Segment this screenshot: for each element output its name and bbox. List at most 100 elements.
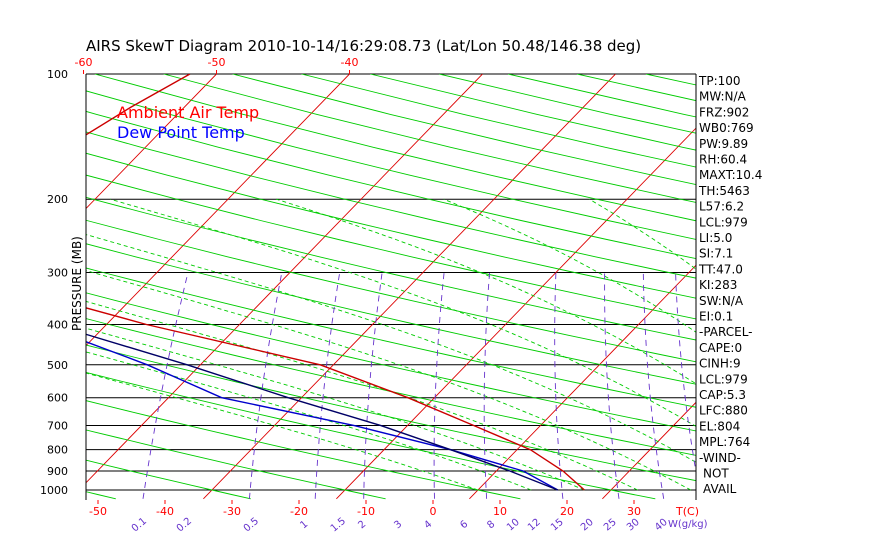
moist-adiabat-20 xyxy=(86,234,696,463)
index-tt: TT:47.0 xyxy=(698,262,743,276)
mixing-ratio-label-0-5: 0.5 xyxy=(242,516,261,535)
moist-adiabat-8 xyxy=(86,327,585,491)
dry-adiabat-100 xyxy=(86,152,696,299)
index-wb0: WB0:769 xyxy=(699,121,754,135)
mixing-ratio-line-2 xyxy=(363,272,383,499)
mixing-ratio-label-1: 1 xyxy=(298,519,310,532)
y-axis-label: PRESSURE (MB) xyxy=(70,236,84,331)
dry-adiabat-70 xyxy=(86,219,696,363)
isotherm--50 xyxy=(86,74,217,210)
pressure-ticks: 100 200 300 400 500 600 700 800 900 1000 xyxy=(40,68,68,497)
index-th: TH:5463 xyxy=(698,184,750,198)
mixing-ratio-label-0-2: 0.2 xyxy=(175,516,194,535)
dry-adiabat-160 xyxy=(232,74,696,186)
mixing-ratio-line-8 xyxy=(604,272,620,499)
mixing-ratio-line-10 xyxy=(642,272,665,499)
mixing-ratio-label-2: 2 xyxy=(356,519,368,532)
mixing-ratio-unit: W(g/kg) xyxy=(668,519,708,530)
bottom-tick-label-20: 20 xyxy=(560,505,574,518)
mixing-ratio-line-30 xyxy=(846,273,870,499)
mixing-ratio-label-20: 20 xyxy=(579,517,596,534)
dry-adiabat-120 xyxy=(86,110,696,260)
dry-adiabats xyxy=(86,74,696,500)
dry-adiabat--10 xyxy=(86,429,386,500)
mixing-ratio-label-10: 10 xyxy=(505,517,522,534)
index-ei: EI:0.1 xyxy=(699,310,733,324)
isotherm--30 xyxy=(86,74,483,484)
mixing-ratio-label-8: 8 xyxy=(485,519,497,532)
dry-adiabat-170 xyxy=(301,74,696,168)
mixing-ratio-line-3 xyxy=(433,272,445,499)
bottom-temperature-ticks: -50 -40 -30 -20 -10 0 10 20 30 xyxy=(89,500,641,518)
mixing-ratio-label-0-1: 0.1 xyxy=(130,516,149,535)
dry-adiabat-20 xyxy=(86,344,696,482)
bottom-tick-label-30: 30 xyxy=(627,505,641,518)
bottom-tick-label--50: -50 xyxy=(89,505,107,518)
mixing-ratio-label-12: 12 xyxy=(526,517,543,534)
mixing-ratio-line-6 xyxy=(554,272,564,499)
pressure-tick-800: 800 xyxy=(47,444,68,457)
dry-adiabat--30 xyxy=(86,491,116,500)
mixing-ratio-line-20 xyxy=(769,273,809,499)
chart-title: AIRS SkewT Diagram 2010-10-14/16:29:08.7… xyxy=(86,37,641,55)
bottom-tick-label-10: 10 xyxy=(493,505,507,518)
index-tp: TP:100 xyxy=(698,74,741,88)
index-pw: PW:9.89 xyxy=(699,137,748,151)
pressure-tick-400: 400 xyxy=(47,318,68,331)
index-parcel-lcl: LCL:979 xyxy=(699,372,748,386)
isotherm--40 xyxy=(86,74,350,347)
pressure-tick-900: 900 xyxy=(47,465,68,478)
dry-adiabat-150 xyxy=(163,74,696,203)
index-mpl: MPL:764 xyxy=(699,435,750,449)
moist-adiabat-0 xyxy=(86,372,479,491)
dry-adiabat-90 xyxy=(86,174,696,320)
mixing-ratio-labels: 0.1 0.2 0.5 1 1.5 2 3 4 6 8 10 12 15 20 25 30 40W(g/kg) xyxy=(130,516,708,535)
indices-panel: TP:100 MW:N/A FRZ:902 WB0:769 PW:9.89 RH… xyxy=(698,74,762,496)
pressure-tick-100: 100 xyxy=(47,68,68,81)
series-ambient-air-temp xyxy=(86,74,585,491)
mixing-ratio-label-15: 15 xyxy=(549,517,566,534)
mixing-ratio-label-25: 25 xyxy=(602,517,619,534)
bottom-tick-label--30: -30 xyxy=(223,505,241,518)
pressure-tick-500: 500 xyxy=(47,359,68,372)
legend-dew-point-temp: Dew Point Temp xyxy=(117,123,245,142)
index-sw: SW:N/A xyxy=(699,294,744,308)
dry-adiabat-10 xyxy=(86,371,656,500)
index-cape: CAPE:0 xyxy=(699,341,742,355)
mixing-ratio-label-3: 3 xyxy=(392,519,404,532)
moist-adiabat-24 xyxy=(110,198,696,427)
mixing-ratio-line-4 xyxy=(483,272,491,499)
mixing-ratio-label-1-5: 1.5 xyxy=(329,516,348,535)
dry-adiabat-220 xyxy=(645,74,696,86)
bottom-tick-label--20: -20 xyxy=(290,505,308,518)
moist-adiabat-16 xyxy=(86,270,692,491)
top-tick-label--60: -60 xyxy=(75,56,93,69)
dry-adiabat-190 xyxy=(439,74,696,134)
index-lcl: LCL:979 xyxy=(699,215,748,229)
index-ki: KI:283 xyxy=(699,278,737,292)
top-tick-label--50: -50 xyxy=(208,56,226,69)
mixing-ratio-line-1 xyxy=(248,272,283,499)
dry-adiabat-60 xyxy=(86,243,696,385)
index-l57: L57:6.2 xyxy=(699,200,744,214)
index-frz: FRZ:902 xyxy=(699,105,749,119)
bottom-tick-label--10: -10 xyxy=(357,505,375,518)
pressure-tick-200: 200 xyxy=(47,193,68,206)
mixing-ratio-line-12 xyxy=(675,272,696,475)
mixing-ratio-label-4: 4 xyxy=(422,519,434,532)
profile-series xyxy=(86,74,585,491)
mixing-ratio-label-6: 6 xyxy=(458,519,470,532)
top-temperature-ticks: -120-110-100-90-80-70-60-50-40 xyxy=(75,56,359,74)
isotherm-10 xyxy=(602,401,696,500)
dry-adiabat-50 xyxy=(86,267,696,408)
dry-adiabat-0 xyxy=(86,400,521,500)
index-li: LI:5.0 xyxy=(699,231,732,245)
isotherm-0 xyxy=(469,264,696,500)
dry-adiabat-30 xyxy=(86,318,696,456)
index-si: SI:7.1 xyxy=(699,247,733,261)
moist-adiabat-4 xyxy=(86,351,532,491)
index-cap: CAP:5.3 xyxy=(699,388,746,402)
index-parcel-header: -PARCEL- xyxy=(699,325,753,339)
moist-adiabat-44 xyxy=(805,199,870,490)
